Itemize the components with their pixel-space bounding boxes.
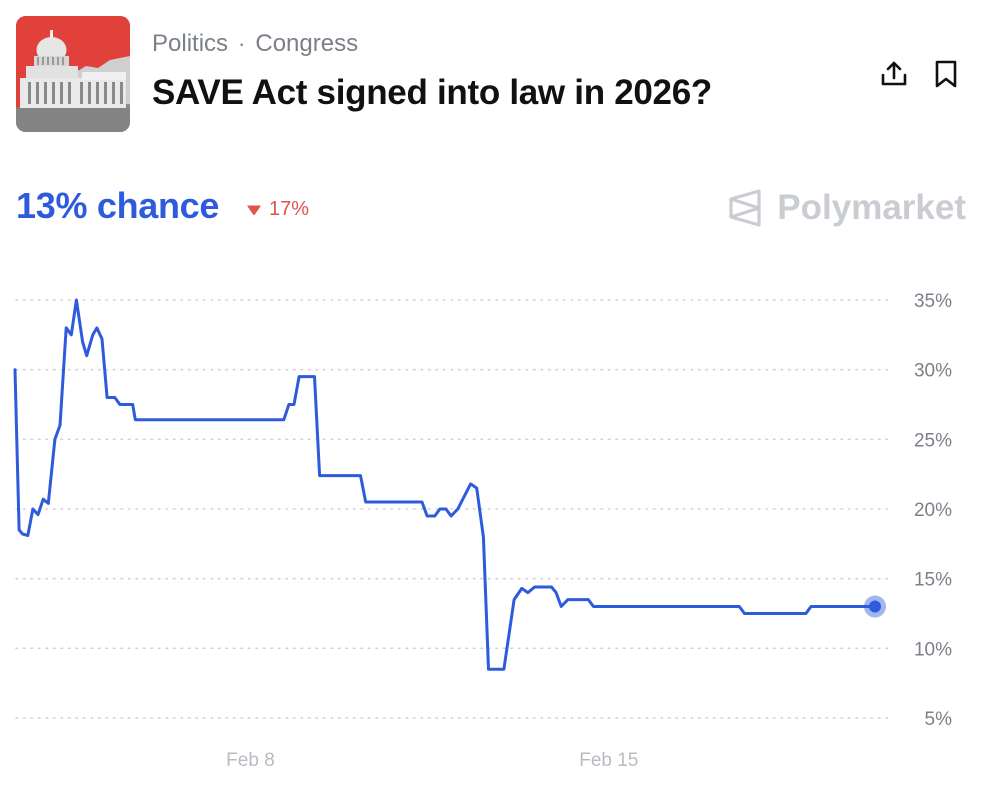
breadcrumb-separator: · — [238, 31, 246, 56]
last-point-marker — [869, 600, 881, 613]
y-tick-label: 35% — [914, 291, 952, 312]
y-axis-ticks: 35% 30% 25% 20% 15% 10% 5% — [914, 291, 952, 730]
change-value: 17% — [269, 198, 310, 220]
polymarket-logo-icon — [729, 189, 761, 227]
brand-name: Polymarket — [777, 188, 966, 227]
chance-value: 13% chance — [16, 185, 220, 226]
breadcrumb-politics[interactable]: Politics — [152, 30, 229, 57]
x-tick-label: Feb 15 — [579, 750, 638, 771]
x-axis-ticks: Feb 8 Feb 15 — [226, 750, 638, 771]
bookmark-icon — [935, 60, 957, 88]
y-tick-label: 15% — [914, 570, 952, 591]
y-tick-label: 20% — [914, 500, 952, 521]
x-tick-label: Feb 8 — [226, 750, 275, 771]
market-thumbnail — [16, 16, 130, 132]
change-badge: 17% — [246, 198, 309, 221]
series-line-chance — [13, 298, 877, 671]
y-tick-label: 30% — [914, 361, 952, 382]
breadcrumb-congress[interactable]: Congress — [255, 30, 359, 57]
y-tick-label: 10% — [914, 639, 952, 660]
share-icon — [881, 61, 907, 86]
page-title: SAVE Act signed into law in 2026? — [152, 73, 712, 112]
bookmark-button[interactable] — [930, 58, 962, 90]
y-tick-label: 5% — [925, 709, 953, 730]
breadcrumb: Politics · Congress — [152, 30, 358, 58]
share-button[interactable] — [878, 58, 910, 90]
chart-grid — [15, 299, 891, 719]
action-bar — [878, 58, 962, 90]
triangle-down-icon — [247, 205, 261, 215]
capitol-building-image — [16, 16, 130, 132]
price-chart: 35% 30% 25% 20% 15% 10% 5% Feb 8 Feb 15 — [13, 291, 952, 771]
brand: Polymarket — [727, 188, 966, 228]
y-tick-label: 25% — [914, 430, 952, 451]
